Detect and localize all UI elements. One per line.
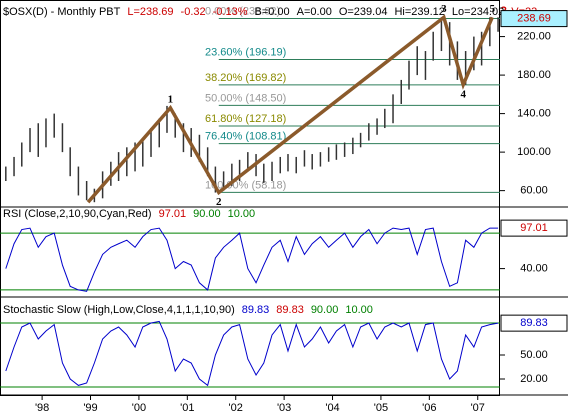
wave-label: 1 bbox=[168, 93, 174, 105]
y-tick-label: 20.00 bbox=[520, 373, 548, 385]
y-tick-label: 100.00 bbox=[517, 146, 551, 158]
header-text: A=0.00 bbox=[297, 6, 332, 18]
header-text: RSI (Close,2,10,90,Cyan,Red) bbox=[3, 208, 152, 220]
x-tick-label: '98 bbox=[35, 402, 49, 414]
y-tick-label: 140.00 bbox=[517, 108, 551, 120]
value-box-label: 89.83 bbox=[520, 317, 548, 329]
x-tick-label: '07 bbox=[471, 402, 485, 414]
zigzag bbox=[86, 14, 494, 204]
x-tick-label: '00 bbox=[132, 402, 146, 414]
header-text: L=238.69 bbox=[127, 6, 173, 18]
header-text: Lo=234.02 bbox=[452, 6, 504, 18]
header-text: O=239.04 bbox=[339, 6, 388, 18]
value-box bbox=[500, 10, 568, 28]
x-tick-label: '03 bbox=[277, 402, 291, 414]
wave-label: 4 bbox=[460, 88, 466, 100]
value-box bbox=[500, 219, 568, 237]
band-label: 90.00 bbox=[311, 304, 339, 316]
header-text: $OSX(D) - Monthly PBT bbox=[3, 6, 121, 18]
x-tick-label: '05 bbox=[374, 402, 388, 414]
header-text: 89.83 bbox=[242, 304, 270, 316]
header-text: -0.32 bbox=[181, 6, 206, 18]
fib-label: 61.80% (127.18) bbox=[205, 113, 286, 125]
fib-label: 38.20% (169.82) bbox=[205, 72, 286, 84]
y-tick-label: 60.00 bbox=[520, 185, 548, 197]
x-tick-label: '04 bbox=[325, 402, 339, 414]
header-text: 89.83 bbox=[276, 304, 304, 316]
indicator-line bbox=[5, 227, 499, 292]
x-tick-label: '06 bbox=[422, 402, 436, 414]
y-tick-label: 50.00 bbox=[520, 349, 548, 361]
x-tick-label: '99 bbox=[83, 402, 97, 414]
y-tick-label: 180.00 bbox=[517, 69, 551, 81]
indicator-line bbox=[5, 320, 499, 387]
fib-label: 23.60% (196.19) bbox=[205, 46, 286, 58]
value-box bbox=[500, 314, 568, 332]
x-tick-label: '01 bbox=[180, 402, 194, 414]
band-label: 10.00 bbox=[228, 208, 256, 220]
header-text: Stochastic Slow (High,Low,Close,4,1,1,1,… bbox=[3, 304, 235, 316]
value-box-label: 238.69 bbox=[517, 12, 551, 24]
x-tick-label: '02 bbox=[229, 402, 243, 414]
header-text: -0.13% bbox=[213, 6, 248, 18]
wave-label: 2 bbox=[216, 196, 222, 208]
header-text: Hi=239.12 bbox=[394, 6, 444, 18]
band-label: 10.00 bbox=[345, 304, 373, 316]
y-tick-label: 220.00 bbox=[517, 30, 551, 42]
fib-label: 0.00% (238.82) bbox=[205, 5, 280, 17]
wave-label: 3 bbox=[441, 3, 447, 15]
fib-label: 50.00% (148.50) bbox=[205, 92, 286, 104]
header-text: B=0.00 bbox=[254, 6, 289, 18]
y-tick-label: 40.00 bbox=[520, 263, 548, 275]
value-box-label: 97.01 bbox=[520, 222, 548, 234]
fib-label: 76.40% (108.81) bbox=[205, 131, 286, 143]
header-text: 97.01 bbox=[159, 208, 187, 220]
band-label: 90.00 bbox=[193, 208, 221, 220]
wave-label: 5 bbox=[490, 3, 496, 15]
